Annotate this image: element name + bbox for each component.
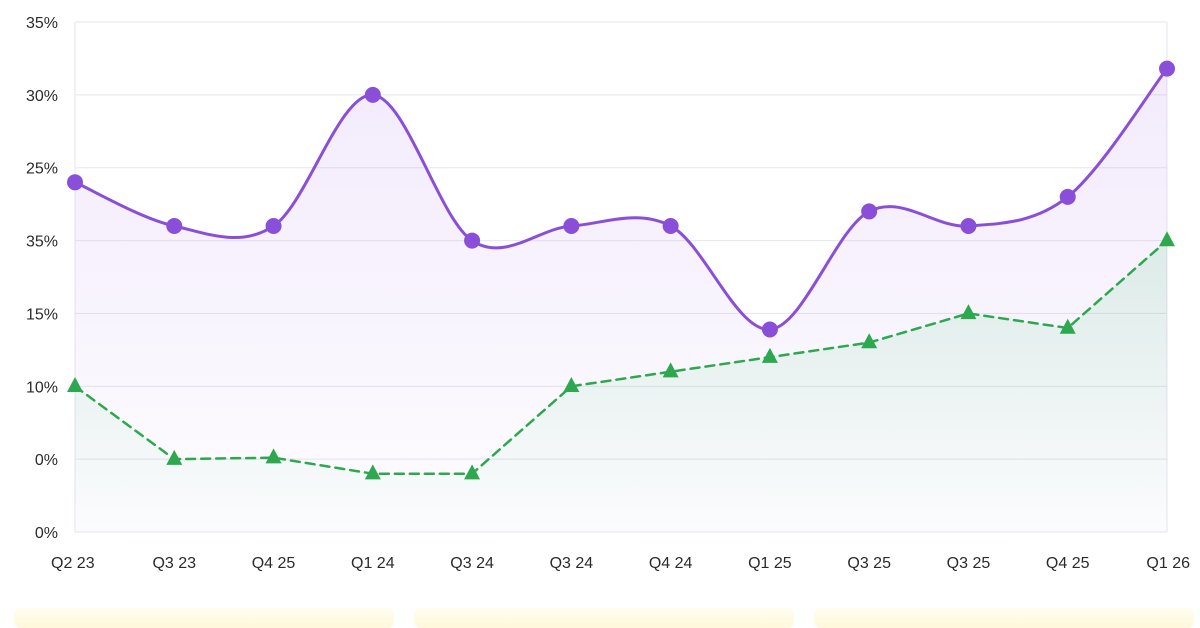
x-tick-label: Q3 23 — [152, 555, 196, 572]
series-1-point-7 — [761, 347, 778, 363]
series-0-point-11 — [1159, 60, 1175, 77]
y-tick-label: 0% — [35, 452, 58, 469]
series-0-point-1 — [166, 218, 183, 234]
series-1-point-8 — [861, 333, 878, 349]
series-0-point-2 — [265, 218, 282, 234]
x-tick-label: Q1 24 — [351, 555, 395, 572]
y-tick-label: 30% — [26, 88, 58, 105]
series-0-point-8 — [861, 203, 878, 220]
bottom-card-1 — [14, 608, 394, 628]
series-1-point-5 — [563, 376, 580, 392]
bottom-card-3 — [814, 608, 1194, 628]
series-0-point-10 — [1059, 188, 1076, 205]
series-1-point-3 — [364, 464, 381, 480]
x-tick-label: Q1 26 — [1146, 555, 1190, 572]
x-tick-label: Q2 23 — [51, 555, 95, 572]
series-0-point-6 — [662, 218, 679, 234]
series-1-point-11 — [1159, 231, 1175, 247]
series-areas — [75, 68, 1167, 533]
series-0-point-7 — [761, 321, 778, 338]
y-tick-label: 15% — [26, 306, 58, 323]
series-0-point-5 — [563, 218, 580, 234]
series-0-point-9 — [960, 218, 977, 234]
y-tick-label: 25% — [26, 161, 58, 178]
x-tick-label: Q3 24 — [550, 555, 594, 572]
x-tick-label: Q1 25 — [748, 555, 792, 572]
y-tick-label: 0% — [35, 525, 58, 542]
series-1-point-1 — [166, 449, 183, 465]
series-markers — [67, 60, 1175, 480]
x-tick-label: Q3 25 — [947, 555, 991, 572]
series-0-point-3 — [364, 86, 381, 103]
x-axis-ticks: Q2 23 Q3 23 Q4 25 Q1 24 Q3 24 Q3 24 Q4 24 Q1 25… — [51, 555, 1190, 572]
x-tick-label: Q3 25 — [847, 555, 891, 572]
series-1-point-9 — [960, 304, 977, 320]
series-0-point-0 — [67, 174, 83, 191]
line-chart: 0% 0% 10% 15% 35% 25% 30% 35% Q2 23 Q3 23 Q4 25 Q1… — [26, 15, 1190, 572]
x-tick-label: Q4 25 — [1046, 555, 1090, 572]
y-axis-ticks: 0% 0% 10% 15% 35% 25% 30% 35% — [26, 15, 58, 542]
y-tick-label: 10% — [26, 379, 58, 396]
x-tick-label: Q3 24 — [450, 555, 494, 572]
series-1-line — [73, 239, 1169, 475]
series-1-point-10 — [1059, 318, 1076, 334]
series-1-point-4 — [464, 464, 481, 480]
series-1-point-6 — [662, 362, 679, 378]
series-1-point-0 — [67, 376, 83, 392]
y-tick-label: 35% — [26, 15, 58, 32]
series-1-point-2 — [265, 448, 282, 464]
y-tick-label: 35% — [26, 234, 58, 251]
x-tick-label: Q4 25 — [252, 555, 296, 572]
x-tick-label: Q4 24 — [649, 555, 693, 572]
series-1-area — [75, 240, 1167, 533]
series-0-point-4 — [464, 232, 481, 249]
bottom-card-2 — [414, 608, 794, 628]
